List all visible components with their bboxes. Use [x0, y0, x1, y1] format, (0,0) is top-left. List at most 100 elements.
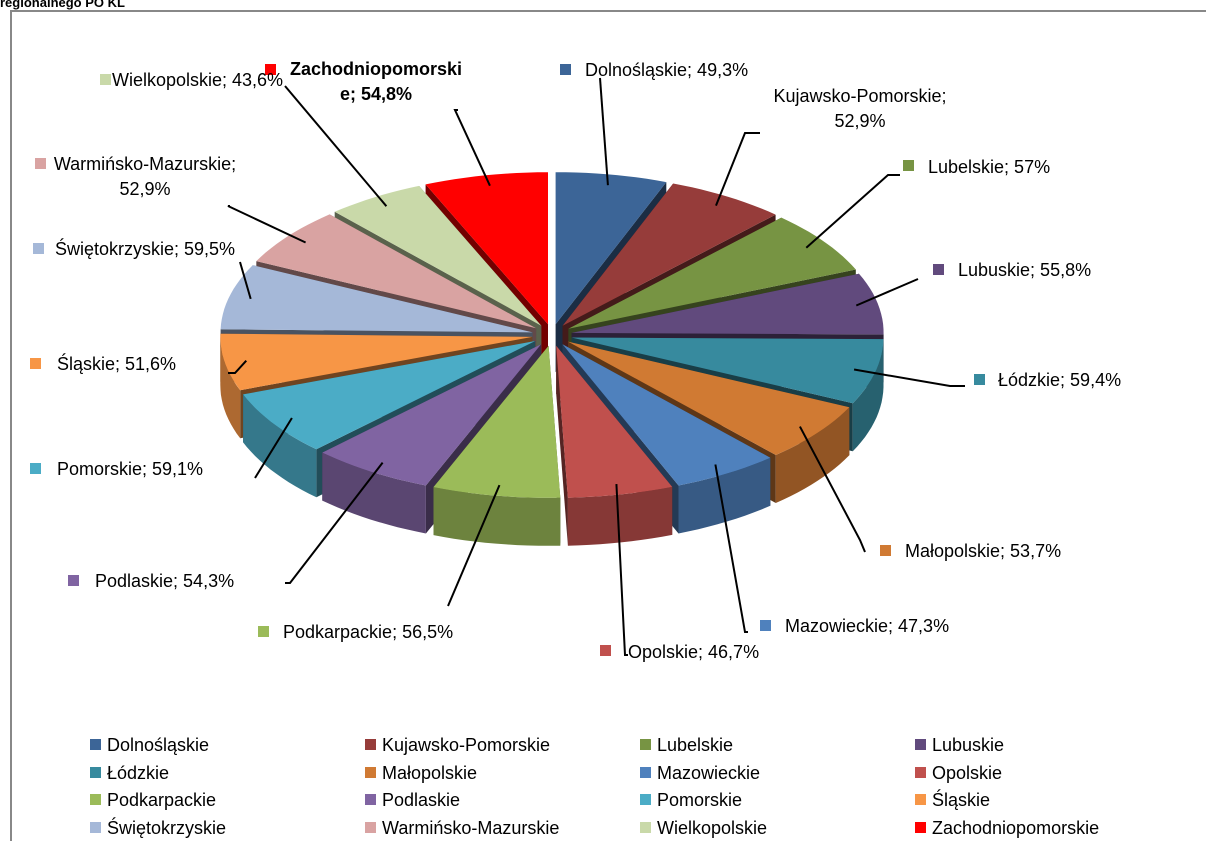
legend-item: Podkarpackie: [90, 790, 216, 810]
data-label: Lubuskie; 55,8%: [958, 260, 1092, 280]
legend-label: Warmińsko-Mazurskie: [382, 817, 560, 838]
legend-key: [915, 739, 926, 750]
legend-label: Podkarpackie: [107, 790, 217, 810]
legend-key: [90, 794, 101, 805]
slice-top: [220, 333, 533, 391]
legend-item: Wielkopolskie: [640, 818, 767, 838]
legend-key: [640, 739, 651, 750]
slice-top: [243, 341, 536, 450]
data-label: Opolskie; 46,7%: [628, 642, 760, 662]
legend-key: [365, 766, 376, 778]
data-label: Świętokrzyskie; 59,5%: [54, 239, 236, 259]
label-key: [880, 545, 891, 556]
data-label: Łódzkie; 59,4%: [998, 370, 1122, 390]
leader-line: [447, 484, 501, 607]
slice-top: [334, 185, 542, 326]
data-label: Warmińsko-Mazurskie; 52,9%: [53, 154, 237, 199]
slice-top: [433, 345, 561, 498]
slice-side: [556, 345, 568, 546]
slice-top: [425, 172, 548, 325]
slice-top: [568, 217, 856, 329]
data-label: Wielkopolskie; 43,6%: [111, 70, 284, 90]
slice-top: [568, 341, 850, 455]
label-key: [265, 64, 276, 75]
leader-line: [254, 417, 293, 479]
label-key: [35, 158, 46, 169]
label-key: [974, 374, 985, 385]
leader-line: [453, 109, 491, 187]
leader-line: [284, 85, 388, 207]
label-key: [30, 463, 41, 474]
slice-top: [256, 214, 537, 329]
legend-item: Świętokrzyskie: [90, 818, 226, 838]
legend-key: [915, 794, 926, 805]
legend-label: Lubuskie: [932, 735, 1005, 755]
legend-item: Lubuskie: [915, 735, 1004, 755]
legend-key: [365, 821, 376, 833]
legend-item: Kujawsko-Pomorskie: [365, 735, 550, 755]
label-key: [560, 64, 571, 75]
slice-wall: [220, 336, 241, 439]
slice-wall: [433, 487, 561, 546]
label-key: [600, 645, 611, 656]
label-key: [258, 626, 269, 637]
legend-item: Warmińsko-Mazurskie: [365, 818, 559, 838]
label-key: [30, 358, 41, 369]
data-label: Pomorskie; 59,1%: [57, 459, 204, 479]
legend-item: Lubelskie: [640, 735, 733, 755]
slice-top: [571, 337, 884, 404]
legend-item: Łódzkie: [90, 763, 169, 783]
legend-key: [915, 766, 926, 778]
legend-label: Świętokrzyskie: [107, 817, 227, 838]
legend-label: Pomorskie: [657, 790, 743, 810]
slice-wall: [243, 394, 317, 498]
leader-line: [599, 77, 609, 186]
legend-label: Lubelskie: [657, 735, 734, 755]
legend-label: Wielkopolskie: [657, 817, 768, 838]
data-label: Podlaskie; 54,3%: [95, 571, 235, 591]
slice-top: [562, 183, 776, 326]
legend-label: Kujawsko-Pomorskie: [382, 735, 551, 755]
slice-wall: [775, 407, 850, 503]
legend-key: [365, 794, 376, 805]
legend-item: Pomorskie: [640, 790, 742, 810]
data-label: Kujawsko-Pomorskie; 52,9%: [773, 86, 947, 131]
label-key: [903, 160, 914, 171]
legend-item: Podlaskie: [365, 790, 460, 810]
legend-item: Dolnośląskie: [90, 735, 209, 755]
slice: [556, 345, 673, 546]
legend-key: [640, 821, 651, 833]
slice-top: [556, 345, 673, 498]
legend-label: Zachodniopomorskie: [932, 817, 1100, 838]
legend-label: Podlaskie: [382, 790, 461, 810]
chart-title: regionalnego PO KL: [0, 0, 125, 10]
leader-line: [227, 205, 307, 244]
leader-line: [239, 261, 252, 300]
leader-line: [799, 426, 866, 553]
leader-line: [715, 132, 760, 207]
legend-label: Małopolskie: [382, 762, 478, 783]
leader-line: [285, 462, 384, 584]
slice-top: [322, 344, 542, 486]
legend-item: Mazowieckie: [640, 763, 760, 783]
legend-item: Małopolskie: [365, 763, 477, 783]
leader-line: [853, 368, 965, 387]
data-label: Zachodniopomorskie; 54,8%: [290, 59, 463, 104]
label-key: [68, 575, 79, 586]
leader-line: [615, 483, 628, 656]
data-label: Mazowieckie; 47,3%: [785, 616, 950, 636]
data-label: Śląskie; 51,6%: [57, 354, 177, 374]
legend-key: [90, 739, 101, 750]
slice-wall: [852, 339, 884, 452]
legend-key: [90, 766, 101, 778]
legend-item: Opolskie: [915, 763, 1002, 783]
label-key: [100, 74, 111, 85]
slice-top: [220, 265, 533, 333]
legend-item: Zachodniopomorskie: [915, 818, 1099, 838]
legend-label: Opolskie: [932, 762, 1003, 783]
legend-label: Dolnośląskie: [107, 735, 210, 755]
legend-key: [90, 821, 101, 833]
slice-wall: [322, 452, 426, 534]
